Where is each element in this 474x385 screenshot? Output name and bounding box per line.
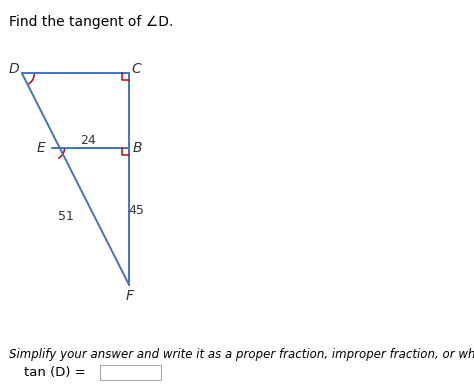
Text: Find the tangent of ∠D.: Find the tangent of ∠D.: [9, 15, 174, 29]
Text: Simplify your answer and write it as a proper fraction, improper fraction, or wh: Simplify your answer and write it as a p…: [9, 348, 474, 362]
Text: C: C: [131, 62, 141, 76]
Text: 51: 51: [58, 210, 74, 223]
Text: E: E: [37, 141, 46, 155]
Text: D: D: [9, 62, 19, 76]
Text: 24: 24: [80, 134, 96, 147]
Text: B: B: [132, 141, 142, 155]
Text: F: F: [125, 289, 133, 303]
Text: 45: 45: [128, 204, 144, 218]
Text: tan (D) =: tan (D) =: [24, 366, 85, 379]
